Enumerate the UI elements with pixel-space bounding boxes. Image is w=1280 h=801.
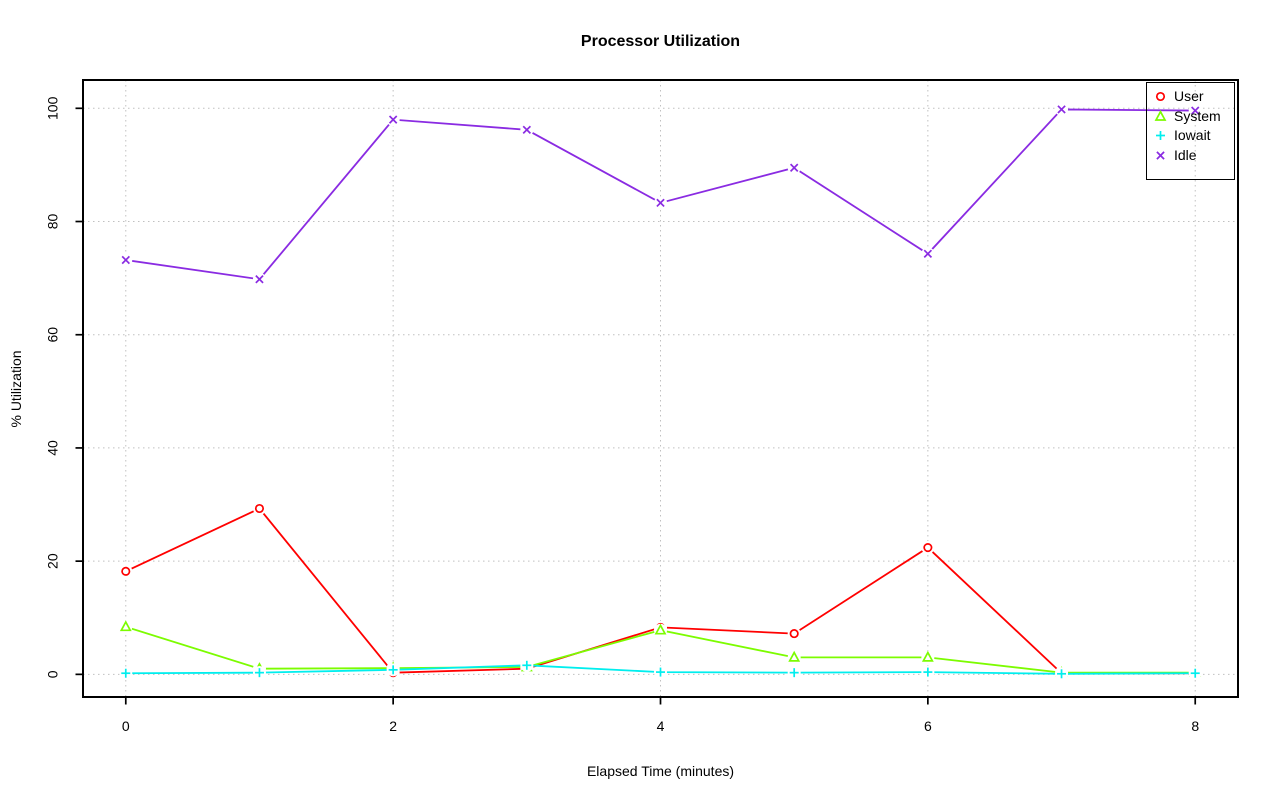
marker-system bbox=[921, 650, 934, 662]
legend-marker-idle bbox=[1156, 151, 1165, 160]
legend: User System Iowait Idle bbox=[1146, 82, 1235, 180]
legend-label: Iowait bbox=[1174, 127, 1211, 144]
marker-iowait bbox=[656, 667, 665, 677]
marker-user bbox=[121, 566, 131, 576]
chart-title: Processor Utilization bbox=[580, 33, 741, 50]
legend-label: Idle bbox=[1174, 146, 1197, 163]
marker-gap bbox=[119, 564, 133, 578]
marker-idle bbox=[522, 125, 532, 135]
marker-system bbox=[119, 620, 132, 632]
marker-idle bbox=[1057, 105, 1066, 114]
y-axis-label: % Utilization bbox=[8, 350, 24, 428]
marker-iowait bbox=[1190, 668, 1200, 678]
y-tick-label: 60 bbox=[45, 327, 61, 343]
marker-idle bbox=[1191, 106, 1200, 115]
plus-icon bbox=[1156, 131, 1165, 141]
y-tick-label: 20 bbox=[45, 553, 61, 569]
marker-idle bbox=[923, 249, 933, 258]
y-tick-label: 100 bbox=[45, 96, 61, 120]
marker-gap bbox=[252, 502, 266, 516]
marker-system bbox=[654, 623, 667, 635]
x-tick-label: 8 bbox=[1191, 718, 1199, 734]
x-tick-label: 6 bbox=[924, 718, 932, 734]
triangle-icon bbox=[1154, 109, 1167, 121]
x-icon bbox=[1156, 151, 1165, 160]
marker-iowait bbox=[522, 660, 532, 670]
marker-idle bbox=[255, 275, 264, 284]
x-tick-label: 2 bbox=[389, 718, 397, 734]
legend-marker-system bbox=[1154, 109, 1167, 121]
marker-idle bbox=[789, 163, 799, 172]
legend-label: System bbox=[1174, 107, 1221, 124]
legend-marker-iowait bbox=[1156, 131, 1165, 141]
marker-user bbox=[254, 503, 265, 514]
x-tick-label: 4 bbox=[657, 718, 665, 734]
legend-item-iowait: Iowait bbox=[1152, 126, 1234, 146]
marker-system bbox=[788, 650, 801, 662]
marker-iowait bbox=[121, 668, 131, 678]
y-tick-label: 0 bbox=[45, 670, 61, 678]
marker-iowait bbox=[923, 667, 933, 677]
x-axis-label: Elapsed Time (minutes) bbox=[586, 763, 735, 779]
marker-iowait bbox=[254, 668, 264, 678]
marker-iowait bbox=[388, 665, 398, 675]
plot-border bbox=[82, 79, 1239, 698]
legend-label: User bbox=[1174, 88, 1204, 105]
marker-gap bbox=[787, 627, 801, 641]
marker-idle bbox=[388, 115, 398, 124]
legend-marker-user bbox=[1155, 92, 1166, 102]
y-tick-label: 80 bbox=[45, 214, 61, 230]
marker-user bbox=[789, 629, 799, 639]
legend-item-system: System bbox=[1152, 107, 1234, 127]
marker-idle bbox=[121, 255, 130, 265]
marker-iowait bbox=[789, 668, 799, 678]
x-tick-label: 0 bbox=[122, 718, 130, 734]
marker-iowait bbox=[1057, 669, 1067, 679]
circle-icon bbox=[1155, 92, 1166, 102]
y-tick-label: 40 bbox=[45, 440, 61, 456]
marker-user bbox=[923, 543, 933, 553]
series-line-idle bbox=[125, 108, 1196, 281]
marker-idle bbox=[656, 198, 665, 208]
marker-gap bbox=[921, 541, 935, 555]
legend-item-user: User bbox=[1152, 87, 1234, 107]
legend-item-idle: Idle bbox=[1152, 146, 1234, 166]
